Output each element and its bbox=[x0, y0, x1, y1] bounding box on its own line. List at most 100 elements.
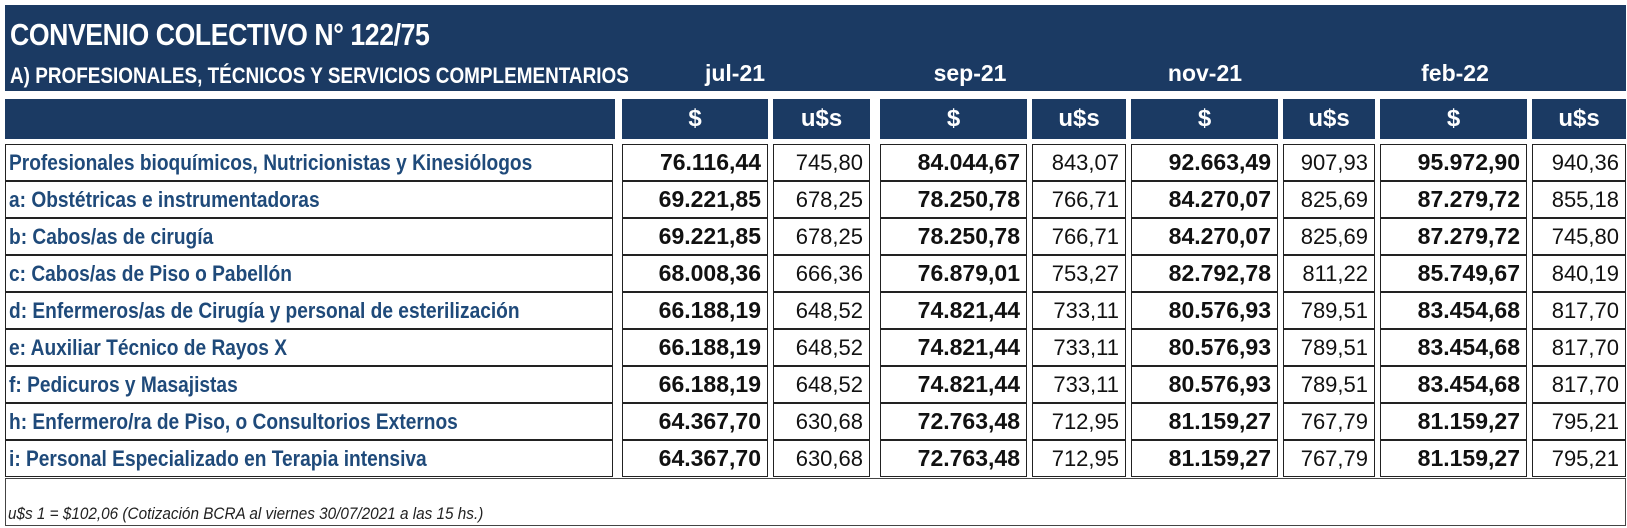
usd-value-cell: 789,51 bbox=[1283, 292, 1375, 329]
currency-header-peso: $ bbox=[880, 99, 1027, 139]
usd-value-cell: 766,71 bbox=[1032, 181, 1126, 218]
peso-value-cell: 74.821,44 bbox=[880, 366, 1027, 403]
usd-value-cell: 795,21 bbox=[1532, 403, 1626, 440]
usd-value-cell: 733,11 bbox=[1032, 366, 1126, 403]
peso-value-cell: 87.279,72 bbox=[1380, 181, 1527, 218]
table-row: d: Enfermeros/as de Cirugía y personal d… bbox=[5, 292, 1626, 329]
peso-value-cell: 74.821,44 bbox=[880, 292, 1027, 329]
row-label: h: Enfermero/ra de Piso, o Consultorios … bbox=[5, 403, 613, 440]
usd-value-cell: 843,07 bbox=[1032, 144, 1126, 181]
peso-value-cell: 72.763,48 bbox=[880, 403, 1027, 440]
usd-value-cell: 825,69 bbox=[1283, 218, 1375, 255]
usd-value-cell: 840,19 bbox=[1532, 255, 1626, 292]
usd-value-cell: 940,36 bbox=[1532, 144, 1626, 181]
usd-value-cell: 630,68 bbox=[773, 440, 870, 477]
row-label: d: Enfermeros/as de Cirugía y personal d… bbox=[5, 292, 613, 329]
period-header-jul-21: jul-21 bbox=[704, 60, 766, 86]
row-label-text: b: Cabos/as de cirugía bbox=[9, 223, 214, 249]
peso-value-cell: 66.188,19 bbox=[622, 366, 768, 403]
currency-header-peso: $ bbox=[1131, 99, 1278, 139]
peso-value-cell: 81.159,27 bbox=[1131, 440, 1278, 477]
usd-value-cell: 817,70 bbox=[1532, 292, 1626, 329]
peso-value-cell: 81.159,27 bbox=[1131, 403, 1278, 440]
currency-header-usd: u$s bbox=[1283, 99, 1375, 139]
table-row: f: Pedicuros y Masajistas 66.188,19 648,52… bbox=[5, 366, 1626, 403]
usd-value-cell: 753,27 bbox=[1032, 255, 1126, 292]
usd-value-cell: 825,69 bbox=[1283, 181, 1375, 218]
usd-value-cell: 817,70 bbox=[1532, 329, 1626, 366]
table-row: c: Cabos/as de Piso o Pabellón 68.008,36 6… bbox=[5, 255, 1626, 292]
currency-header-peso: $ bbox=[622, 99, 768, 139]
peso-value-cell: 76.116,44 bbox=[622, 144, 768, 181]
peso-value-cell: 80.576,93 bbox=[1131, 329, 1278, 366]
table-row: b: Cabos/as de cirugía 69.221,85 678,25 78.… bbox=[5, 218, 1626, 255]
peso-value-cell: 95.972,90 bbox=[1380, 144, 1527, 181]
period-header-sep-21: sep-21 bbox=[933, 60, 1007, 86]
peso-value-cell: 69.221,85 bbox=[622, 181, 768, 218]
usd-value-cell: 789,51 bbox=[1283, 366, 1375, 403]
peso-value-cell: 81.159,27 bbox=[1380, 403, 1527, 440]
usd-value-cell: 795,21 bbox=[1532, 440, 1626, 477]
peso-value-cell: 64.367,70 bbox=[622, 440, 768, 477]
peso-value-cell: 81.159,27 bbox=[1380, 440, 1527, 477]
peso-value-cell: 64.367,70 bbox=[622, 403, 768, 440]
usd-value-cell: 733,11 bbox=[1032, 292, 1126, 329]
usd-value-cell: 817,70 bbox=[1532, 366, 1626, 403]
peso-value-cell: 83.454,68 bbox=[1380, 366, 1527, 403]
usd-value-cell: 648,52 bbox=[773, 366, 870, 403]
usd-value-cell: 767,79 bbox=[1283, 403, 1375, 440]
usd-value-cell: 811,22 bbox=[1283, 255, 1375, 292]
peso-value-cell: 66.188,19 bbox=[622, 292, 768, 329]
usd-value-cell: 712,95 bbox=[1032, 403, 1126, 440]
peso-value-cell: 78.250,78 bbox=[880, 181, 1027, 218]
row-label-text: Profesionales bioquímicos, Nutricionista… bbox=[9, 149, 533, 175]
exchange-rate-footnote: u$s 1 = $102,06 (Cotización BCRA al vier… bbox=[8, 504, 484, 523]
usd-value-cell: 766,71 bbox=[1032, 218, 1126, 255]
row-label-text: e: Auxiliar Técnico de Rayos X bbox=[9, 334, 287, 360]
table-header-band: CONVENIO COLECTIVO N° 122/75 A) PROFESIO… bbox=[5, 5, 1626, 91]
row-label: a: Obstétricas e instrumentadoras bbox=[5, 181, 613, 218]
row-label: i: Personal Especializado en Terapia int… bbox=[5, 440, 613, 477]
peso-value-cell: 92.663,49 bbox=[1131, 144, 1278, 181]
currency-header-usd: u$s bbox=[1032, 99, 1126, 139]
usd-value-cell: 855,18 bbox=[1532, 181, 1626, 218]
row-label: e: Auxiliar Técnico de Rayos X bbox=[5, 329, 613, 366]
table-row: a: Obstétricas e instrumentadoras 69.221,… bbox=[5, 181, 1626, 218]
table-row: e: Auxiliar Técnico de Rayos X 66.188,19 6… bbox=[5, 329, 1626, 366]
table-title: CONVENIO COLECTIVO N° 122/75 bbox=[10, 17, 430, 52]
usd-value-cell: 630,68 bbox=[773, 403, 870, 440]
row-label-text: a: Obstétricas e instrumentadoras bbox=[9, 186, 320, 212]
usd-value-cell: 648,52 bbox=[773, 292, 870, 329]
currency-header-usd: u$s bbox=[773, 99, 870, 139]
table-row: Profesionales bioquímicos, Nutricionista… bbox=[5, 144, 1626, 181]
row-label-text: c: Cabos/as de Piso o Pabellón bbox=[9, 260, 292, 286]
row-label: Profesionales bioquímicos, Nutricionista… bbox=[5, 144, 613, 181]
peso-value-cell: 84.044,67 bbox=[880, 144, 1027, 181]
period-header-feb-22: feb-22 bbox=[1421, 60, 1489, 86]
usd-value-cell: 767,79 bbox=[1283, 440, 1375, 477]
peso-value-cell: 87.279,72 bbox=[1380, 218, 1527, 255]
usd-value-cell: 745,80 bbox=[773, 144, 870, 181]
table-subtitle: A) PROFESIONALES, TÉCNICOS Y SERVICIOS C… bbox=[10, 63, 629, 88]
row-label-text: f: Pedicuros y Masajistas bbox=[9, 371, 238, 397]
peso-value-cell: 69.221,85 bbox=[622, 218, 768, 255]
row-label: f: Pedicuros y Masajistas bbox=[5, 366, 613, 403]
peso-value-cell: 83.454,68 bbox=[1380, 292, 1527, 329]
peso-value-cell: 83.454,68 bbox=[1380, 329, 1527, 366]
peso-value-cell: 84.270,07 bbox=[1131, 181, 1278, 218]
peso-value-cell: 68.008,36 bbox=[622, 255, 768, 292]
peso-value-cell: 66.188,19 bbox=[622, 329, 768, 366]
usd-value-cell: 733,11 bbox=[1032, 329, 1126, 366]
usd-value-cell: 712,95 bbox=[1032, 440, 1126, 477]
peso-value-cell: 78.250,78 bbox=[880, 218, 1027, 255]
row-label-text: i: Personal Especializado en Terapia int… bbox=[9, 445, 427, 471]
usd-value-cell: 666,36 bbox=[773, 255, 870, 292]
peso-value-cell: 82.792,78 bbox=[1131, 255, 1278, 292]
usd-value-cell: 678,25 bbox=[773, 218, 870, 255]
table-row: h: Enfermero/ra de Piso, o Consultorios … bbox=[5, 403, 1626, 440]
row-label: c: Cabos/as de Piso o Pabellón bbox=[5, 255, 613, 292]
row-label-text: d: Enfermeros/as de Cirugía y personal d… bbox=[9, 297, 520, 323]
peso-value-cell: 85.749,67 bbox=[1380, 255, 1527, 292]
period-header-nov-21: nov-21 bbox=[1167, 60, 1243, 86]
peso-value-cell: 84.270,07 bbox=[1131, 218, 1278, 255]
